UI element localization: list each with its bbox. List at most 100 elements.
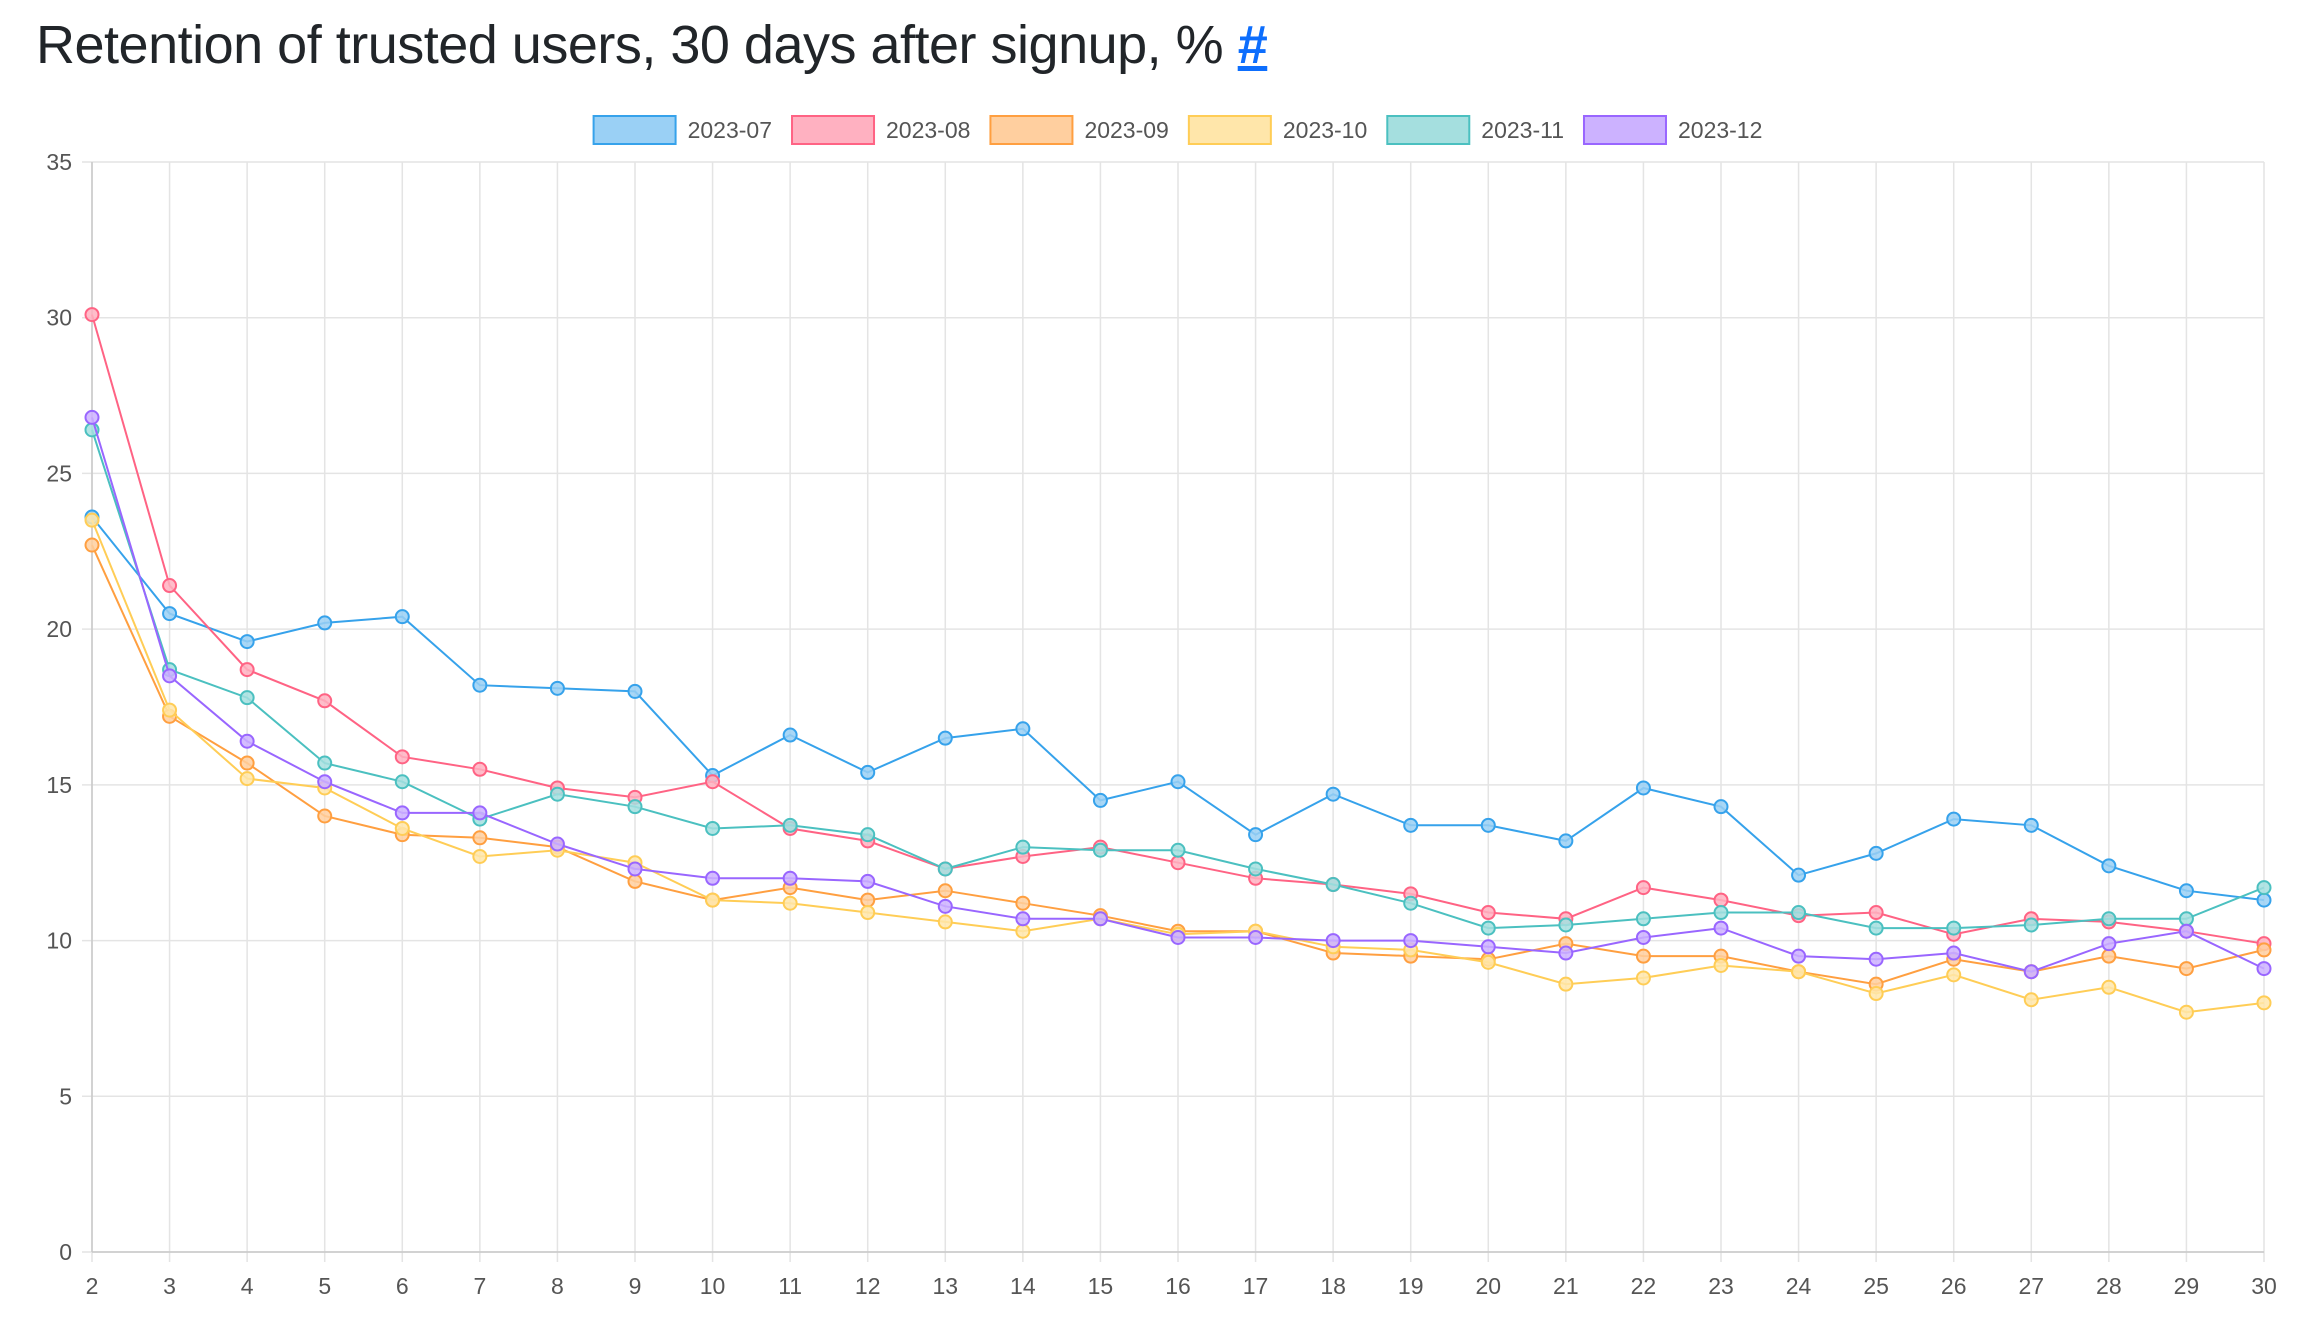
data-point[interactable] <box>1015 911 1031 927</box>
data-point[interactable] <box>1635 880 1651 896</box>
data-point[interactable] <box>84 537 100 553</box>
data-point[interactable] <box>2178 961 2194 977</box>
data-point[interactable] <box>1791 948 1807 964</box>
legend-item-2023-10[interactable]: 2023-10 <box>1187 115 1367 145</box>
data-point[interactable] <box>394 749 410 765</box>
data-point[interactable] <box>1170 774 1186 790</box>
data-point[interactable] <box>84 307 100 323</box>
data-point[interactable] <box>1480 905 1496 921</box>
data-point[interactable] <box>2023 917 2039 933</box>
data-point[interactable] <box>705 892 721 908</box>
data-point[interactable] <box>162 702 178 718</box>
data-point[interactable] <box>2023 992 2039 1008</box>
data-point[interactable] <box>162 668 178 684</box>
data-point[interactable] <box>1170 929 1186 945</box>
data-point[interactable] <box>472 848 488 864</box>
data-point[interactable] <box>162 606 178 622</box>
data-point[interactable] <box>1635 929 1651 945</box>
data-point[interactable] <box>937 883 953 899</box>
data-point[interactable] <box>1248 827 1264 843</box>
data-point[interactable] <box>1325 786 1341 802</box>
data-point[interactable] <box>472 761 488 777</box>
data-point[interactable] <box>394 820 410 836</box>
data-point[interactable] <box>1946 945 1962 961</box>
data-point[interactable] <box>1015 895 1031 911</box>
data-point[interactable] <box>1635 970 1651 986</box>
data-point[interactable] <box>2256 880 2272 896</box>
data-point[interactable] <box>860 873 876 889</box>
data-point[interactable] <box>1015 721 1031 737</box>
data-point[interactable] <box>1092 842 1108 858</box>
data-point[interactable] <box>1868 905 1884 921</box>
legend-item-2023-09[interactable]: 2023-09 <box>989 115 1169 145</box>
data-point[interactable] <box>627 861 643 877</box>
data-point[interactable] <box>2256 942 2272 958</box>
data-point[interactable] <box>2178 923 2194 939</box>
data-point[interactable] <box>1248 929 1264 945</box>
data-point[interactable] <box>627 799 643 815</box>
data-point[interactable] <box>239 690 255 706</box>
data-point[interactable] <box>1791 867 1807 883</box>
data-point[interactable] <box>472 830 488 846</box>
data-point[interactable] <box>162 578 178 594</box>
data-point[interactable] <box>1092 792 1108 808</box>
data-point[interactable] <box>782 727 798 743</box>
data-point[interactable] <box>1868 986 1884 1002</box>
data-point[interactable] <box>1480 939 1496 955</box>
data-point[interactable] <box>705 774 721 790</box>
data-point[interactable] <box>394 609 410 625</box>
data-point[interactable] <box>239 733 255 749</box>
chart-legend[interactable]: 2023-07 2023-08 2023-09 2023-10 2023-11 2023-… <box>592 115 1763 145</box>
data-point[interactable] <box>1868 951 1884 967</box>
data-point[interactable] <box>1325 877 1341 893</box>
data-point[interactable] <box>1946 920 1962 936</box>
data-point[interactable] <box>317 774 333 790</box>
data-point[interactable] <box>1713 892 1729 908</box>
data-point[interactable] <box>1015 923 1031 939</box>
legend-item-2023-08[interactable]: 2023-08 <box>791 115 970 145</box>
data-point[interactable] <box>84 409 100 425</box>
data-point[interactable] <box>1635 911 1651 927</box>
data-point[interactable] <box>1558 833 1574 849</box>
data-point[interactable] <box>84 512 100 528</box>
data-point[interactable] <box>1868 920 1884 936</box>
data-point[interactable] <box>1248 861 1264 877</box>
data-point[interactable] <box>239 662 255 678</box>
data-point[interactable] <box>1946 811 1962 827</box>
data-point[interactable] <box>1015 839 1031 855</box>
data-point[interactable] <box>705 820 721 836</box>
data-point[interactable] <box>2178 1004 2194 1020</box>
data-point[interactable] <box>1868 845 1884 861</box>
data-point[interactable] <box>705 870 721 886</box>
data-point[interactable] <box>782 817 798 833</box>
legend-item-2023-12[interactable]: 2023-12 <box>1582 115 1762 145</box>
data-point[interactable] <box>239 771 255 787</box>
data-point[interactable] <box>1791 964 1807 980</box>
data-point[interactable] <box>1480 954 1496 970</box>
data-point[interactable] <box>2178 911 2194 927</box>
data-point[interactable] <box>1713 799 1729 815</box>
data-point[interactable] <box>1713 957 1729 973</box>
legend-item-2023-11[interactable]: 2023-11 <box>1386 115 1564 145</box>
data-point[interactable] <box>2023 964 2039 980</box>
data-point[interactable] <box>1558 917 1574 933</box>
data-point[interactable] <box>627 873 643 889</box>
data-point[interactable] <box>937 898 953 914</box>
data-point[interactable] <box>1403 817 1419 833</box>
data-point[interactable] <box>782 895 798 911</box>
data-point[interactable] <box>239 755 255 771</box>
data-point[interactable] <box>2101 858 2117 874</box>
data-point[interactable] <box>1558 976 1574 992</box>
data-point[interactable] <box>317 808 333 824</box>
data-point[interactable] <box>1713 920 1729 936</box>
data-point[interactable] <box>1635 780 1651 796</box>
data-point[interactable] <box>1092 911 1108 927</box>
data-point[interactable] <box>317 615 333 631</box>
data-point[interactable] <box>1403 895 1419 911</box>
data-point[interactable] <box>1480 817 1496 833</box>
data-point[interactable] <box>937 914 953 930</box>
data-point[interactable] <box>2101 936 2117 952</box>
data-point[interactable] <box>549 680 565 696</box>
data-point[interactable] <box>1480 920 1496 936</box>
data-point[interactable] <box>1170 855 1186 871</box>
